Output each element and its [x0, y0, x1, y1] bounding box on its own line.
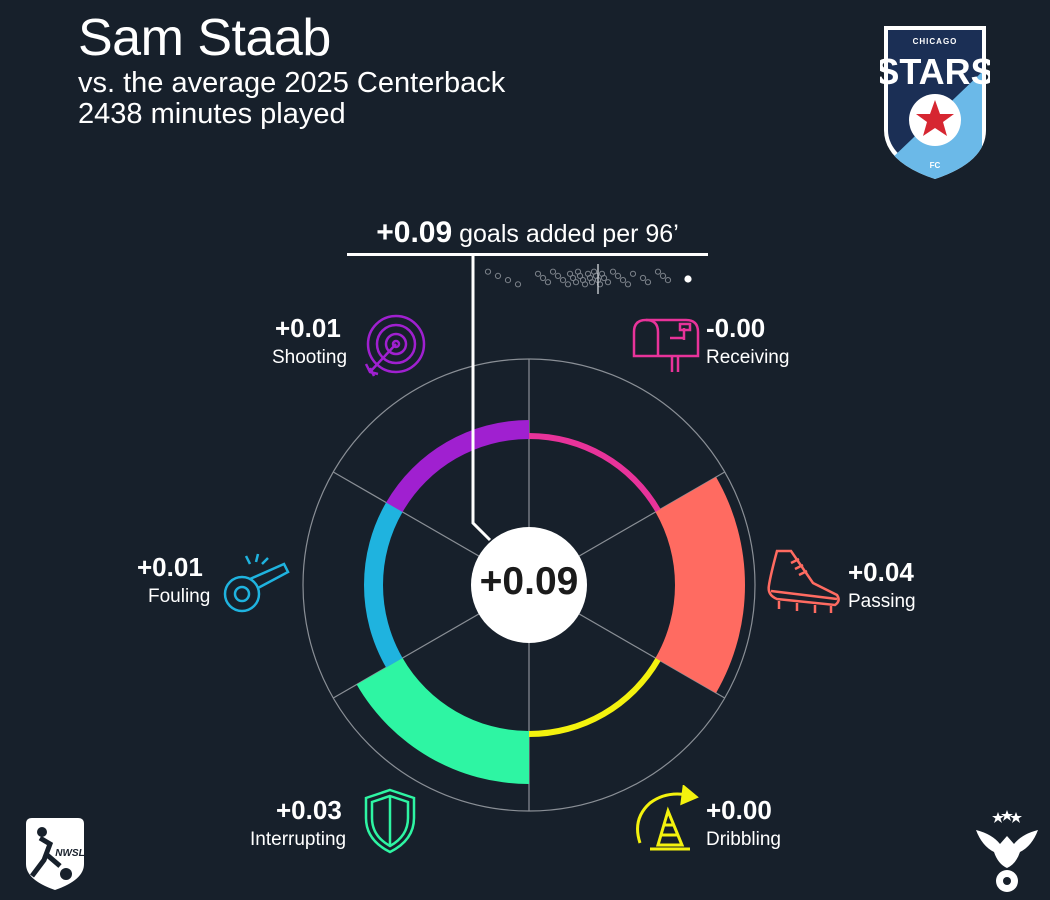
shooting-bar [386, 420, 529, 512]
dribbling-bar [529, 658, 661, 737]
interrupting-label: Interrupting [250, 829, 347, 850]
passing-label: Passing [848, 591, 916, 612]
crest-top-text: CHICAGO [913, 37, 958, 46]
distribution-point [569, 274, 577, 282]
cone-icon [636, 785, 699, 851]
target-icon [364, 314, 426, 377]
center-circle [471, 527, 587, 643]
distribution-point [514, 281, 522, 288]
distribution-point [484, 268, 492, 275]
passing-bar [655, 477, 745, 693]
fouling-value: +0.01 [137, 552, 203, 582]
distribution-point [534, 270, 542, 277]
center-value: +0.09 [479, 560, 579, 603]
distribution-player-point [684, 275, 692, 283]
headline: +0.09 goals added per 96’ [347, 216, 708, 250]
cleat-icon [767, 549, 840, 613]
mailbox-icon [632, 318, 700, 372]
distribution-point [566, 270, 574, 277]
distribution-point [664, 277, 672, 284]
interrupting-bar [356, 658, 529, 784]
shooting-label: Shooting [272, 347, 348, 368]
distribution-strip [484, 264, 692, 294]
crest-name-text: STARS [880, 51, 990, 92]
distribution-point [572, 279, 580, 286]
distribution-point [654, 268, 662, 275]
distribution-point [504, 277, 512, 284]
dribbling-value: +0.00 [706, 795, 772, 825]
headline-text: goals added per 96’ [459, 220, 679, 248]
distribution-point [639, 274, 647, 282]
distribution-point [588, 279, 596, 286]
subtitle-line-comparison: vs. the average 2025 Centerback [78, 67, 506, 99]
shooting-value: +0.01 [275, 313, 341, 343]
distribution-point [624, 281, 632, 288]
distribution-point [494, 272, 502, 279]
distribution-point [619, 277, 627, 284]
distribution-point [544, 279, 552, 286]
whistle-icon [223, 553, 290, 613]
headline-leader-line [471, 256, 492, 542]
distribution-point [581, 281, 589, 288]
receiving-bar [529, 433, 661, 512]
distribution-point [539, 274, 547, 282]
distribution-point [559, 277, 567, 284]
fouling-bar [364, 502, 403, 668]
headline-value: +0.09 [376, 216, 453, 249]
distribution-point [659, 272, 667, 279]
page-subtitle: vs. the average 2025 Centerback 2438 min… [78, 68, 505, 130]
distribution-point [576, 272, 584, 279]
distribution-point [549, 268, 557, 275]
dribbling-label: Dribbling [706, 829, 781, 850]
chart-bars [356, 420, 745, 784]
distribution-point [604, 279, 612, 286]
passing-value: +0.04 [848, 557, 914, 587]
interrupting-value: +0.03 [276, 795, 342, 825]
fouling-label: Fouling [148, 586, 211, 607]
nwsl-logo-text: NWSL [55, 848, 84, 859]
distribution-point [614, 272, 622, 279]
distribution-point [554, 272, 562, 279]
headline-rule [347, 253, 708, 256]
subtitle-line-minutes: 2438 minutes played [78, 98, 346, 130]
nwsl-logo: NWSL [26, 818, 85, 890]
distribution-point [629, 270, 637, 277]
receiving-value: -0.00 [706, 313, 766, 343]
distribution-point [600, 274, 608, 282]
receiving-label: Receiving [706, 347, 790, 368]
chicago-stars-logo: CHICAGO STARS FC [880, 26, 990, 179]
page-title: Sam Staab [78, 9, 331, 67]
eagle-logo [976, 810, 1038, 892]
distribution-point [564, 281, 572, 288]
distribution-point [644, 279, 652, 286]
shield-icon [364, 788, 416, 854]
distribution-point [609, 268, 617, 275]
crest-bottom-text: FC [930, 161, 941, 170]
